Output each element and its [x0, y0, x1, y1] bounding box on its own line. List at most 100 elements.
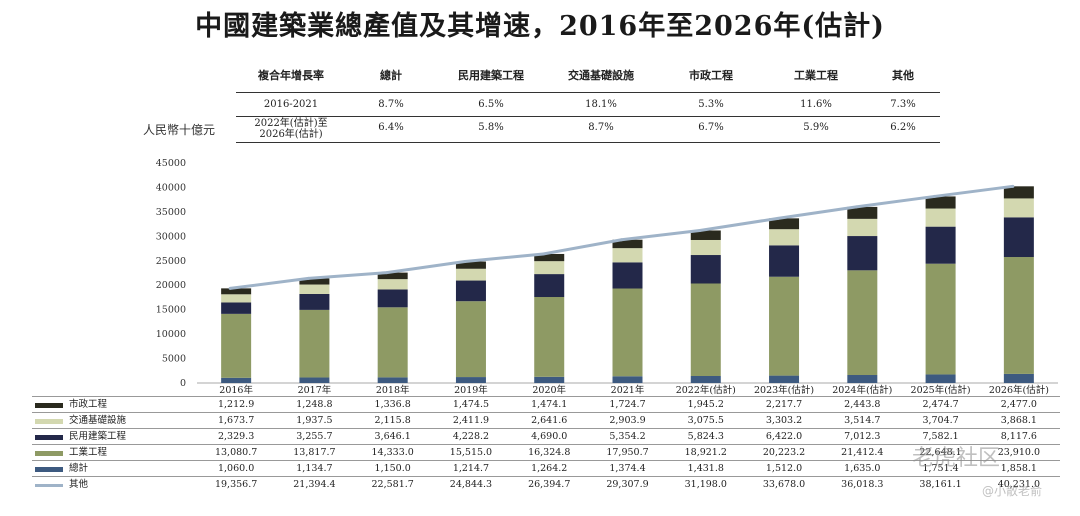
data-label: 1,336.8 [374, 399, 411, 410]
data-label: 22,648.1 [919, 447, 962, 458]
x-tick-label: 2016年 [219, 384, 253, 396]
bar-segment [1003, 186, 1034, 199]
legend-entry: 工業工程 [32, 445, 202, 461]
y-tick-label: 30000 [156, 231, 186, 242]
legend-entry: 市政工程 [32, 397, 202, 413]
legend-swatch [35, 467, 63, 472]
y-tick-label: 0 [180, 378, 186, 389]
bar-segment [925, 196, 956, 209]
table-row: 民用建築工程 2,329.3 3,255.7 3,646.1 4,228.2 4,690.… [32, 428, 1060, 445]
bar-segment [221, 313, 252, 378]
legend-label: 交通基礎設施 [69, 415, 127, 426]
y-tick-label: 20000 [156, 280, 186, 291]
table-row: 工業工程 13,080.7 13,817.7 14,333.0 15,515.0 16,3… [32, 444, 1060, 461]
data-label: 36,018.3 [841, 479, 884, 490]
bar-segment [925, 374, 956, 383]
data-label: 13,817.7 [293, 447, 336, 458]
data-label: 7,582.1 [922, 431, 959, 442]
bar-segment [534, 297, 565, 377]
bar-segment [455, 268, 486, 281]
x-tick-label: 2023年(估計) [754, 384, 814, 396]
bar-segment [612, 288, 643, 377]
cagr-row-2016-2021: 2016-2021 8.7% 6.5% 18.1% 5.3% 11.6% 7.3… [236, 94, 940, 116]
legend-entry: 其他 [32, 477, 202, 493]
legend-swatch [35, 403, 63, 408]
data-label: 3,868.1 [1000, 415, 1037, 426]
bar-segment [377, 279, 408, 290]
data-label: 13,080.7 [214, 447, 258, 458]
bar-segment [612, 262, 643, 289]
bar-segment [769, 218, 800, 230]
bar-segment [690, 376, 721, 383]
x-tick-label: 2025年(估計) [911, 384, 971, 396]
bar-segment [534, 253, 565, 262]
unit-label: 人民幣十億元 [143, 123, 216, 137]
bar-segment [299, 284, 330, 294]
bar-segment [299, 309, 330, 378]
table-row: 市政工程 1,212.9 1,248.8 1,336.8 1,474.5 1,474.1 1… [32, 396, 1060, 413]
data-label: 3,514.7 [844, 415, 881, 426]
data-label: 1,751.4 [922, 463, 959, 474]
data-label: 1,264.2 [531, 463, 568, 474]
cagr-value: 8.7% [588, 122, 614, 133]
data-label: 1,724.7 [609, 399, 646, 410]
data-label: 1,858.1 [1000, 463, 1037, 474]
x-tick-label: 2021年 [611, 384, 645, 396]
cagr-value: 5.3% [698, 99, 724, 110]
data-label: 1,431.8 [687, 463, 724, 474]
data-label: 17,950.7 [606, 447, 649, 458]
cagr-value: 6.2% [890, 122, 916, 133]
cagr-value: 7.3% [890, 99, 916, 110]
bar-segment [534, 274, 565, 298]
bar-segment [847, 236, 878, 271]
y-tick-label: 45000 [156, 158, 186, 169]
data-label: 31,198.0 [684, 479, 727, 490]
cagr-value: 5.9% [803, 122, 829, 133]
bar-segment [769, 375, 800, 383]
data-label: 8,117.6 [1000, 431, 1037, 442]
bar-segment [221, 288, 252, 295]
bar-segment [847, 218, 878, 237]
data-label: 1,945.2 [687, 399, 724, 410]
data-label: 1,673.7 [217, 415, 255, 426]
data-label: 3,075.5 [687, 415, 724, 426]
data-label: 33,678.0 [762, 479, 806, 490]
bar-segment [299, 278, 330, 285]
cagr-value: 18.1% [585, 99, 617, 110]
data-label: 3,704.7 [922, 415, 959, 426]
line-point [620, 238, 623, 242]
bar-segment [534, 376, 565, 383]
bar-segment [769, 229, 800, 246]
cagr-header-industrial: 工業工程 [794, 69, 838, 82]
bar-segment [534, 261, 565, 275]
line-point [698, 228, 702, 232]
cagr-period: 2022年(估計)至 2026年(估計) [236, 117, 346, 140]
cagr-period: 2016-2021 [263, 99, 319, 110]
bar-segment [1003, 373, 1034, 383]
cagr-divider-bottom [236, 142, 940, 143]
x-tick-label: 2020年 [532, 384, 566, 396]
x-tick-label: 2017年 [298, 384, 332, 396]
bar-segment [769, 276, 800, 376]
data-label: 1,937.5 [296, 415, 333, 426]
y-tick-label: 40000 [156, 182, 186, 193]
data-label: 21,394.4 [293, 479, 336, 490]
data-label: 1,374.4 [609, 463, 646, 474]
bar-segment [299, 377, 330, 383]
legend-label: 其他 [69, 479, 89, 490]
cagr-value: 6.4% [378, 122, 404, 133]
data-label: 16,324.8 [528, 447, 571, 458]
data-label: 2,411.9 [452, 415, 490, 426]
x-tick-label: 2022年(估計) [676, 384, 736, 396]
data-label: 1,248.8 [296, 399, 333, 410]
bar-segment [377, 289, 408, 308]
cagr-value: 11.6% [800, 99, 832, 110]
bar-segment [769, 245, 800, 277]
legend-label: 市政工程 [69, 399, 108, 410]
line-point [463, 260, 467, 264]
data-label: 22,581.7 [371, 479, 414, 490]
bar-segment [221, 377, 252, 383]
y-tick-label: 10000 [156, 329, 186, 340]
cagr-divider-top [236, 92, 940, 93]
x-tick-label: 2018年 [376, 384, 410, 396]
